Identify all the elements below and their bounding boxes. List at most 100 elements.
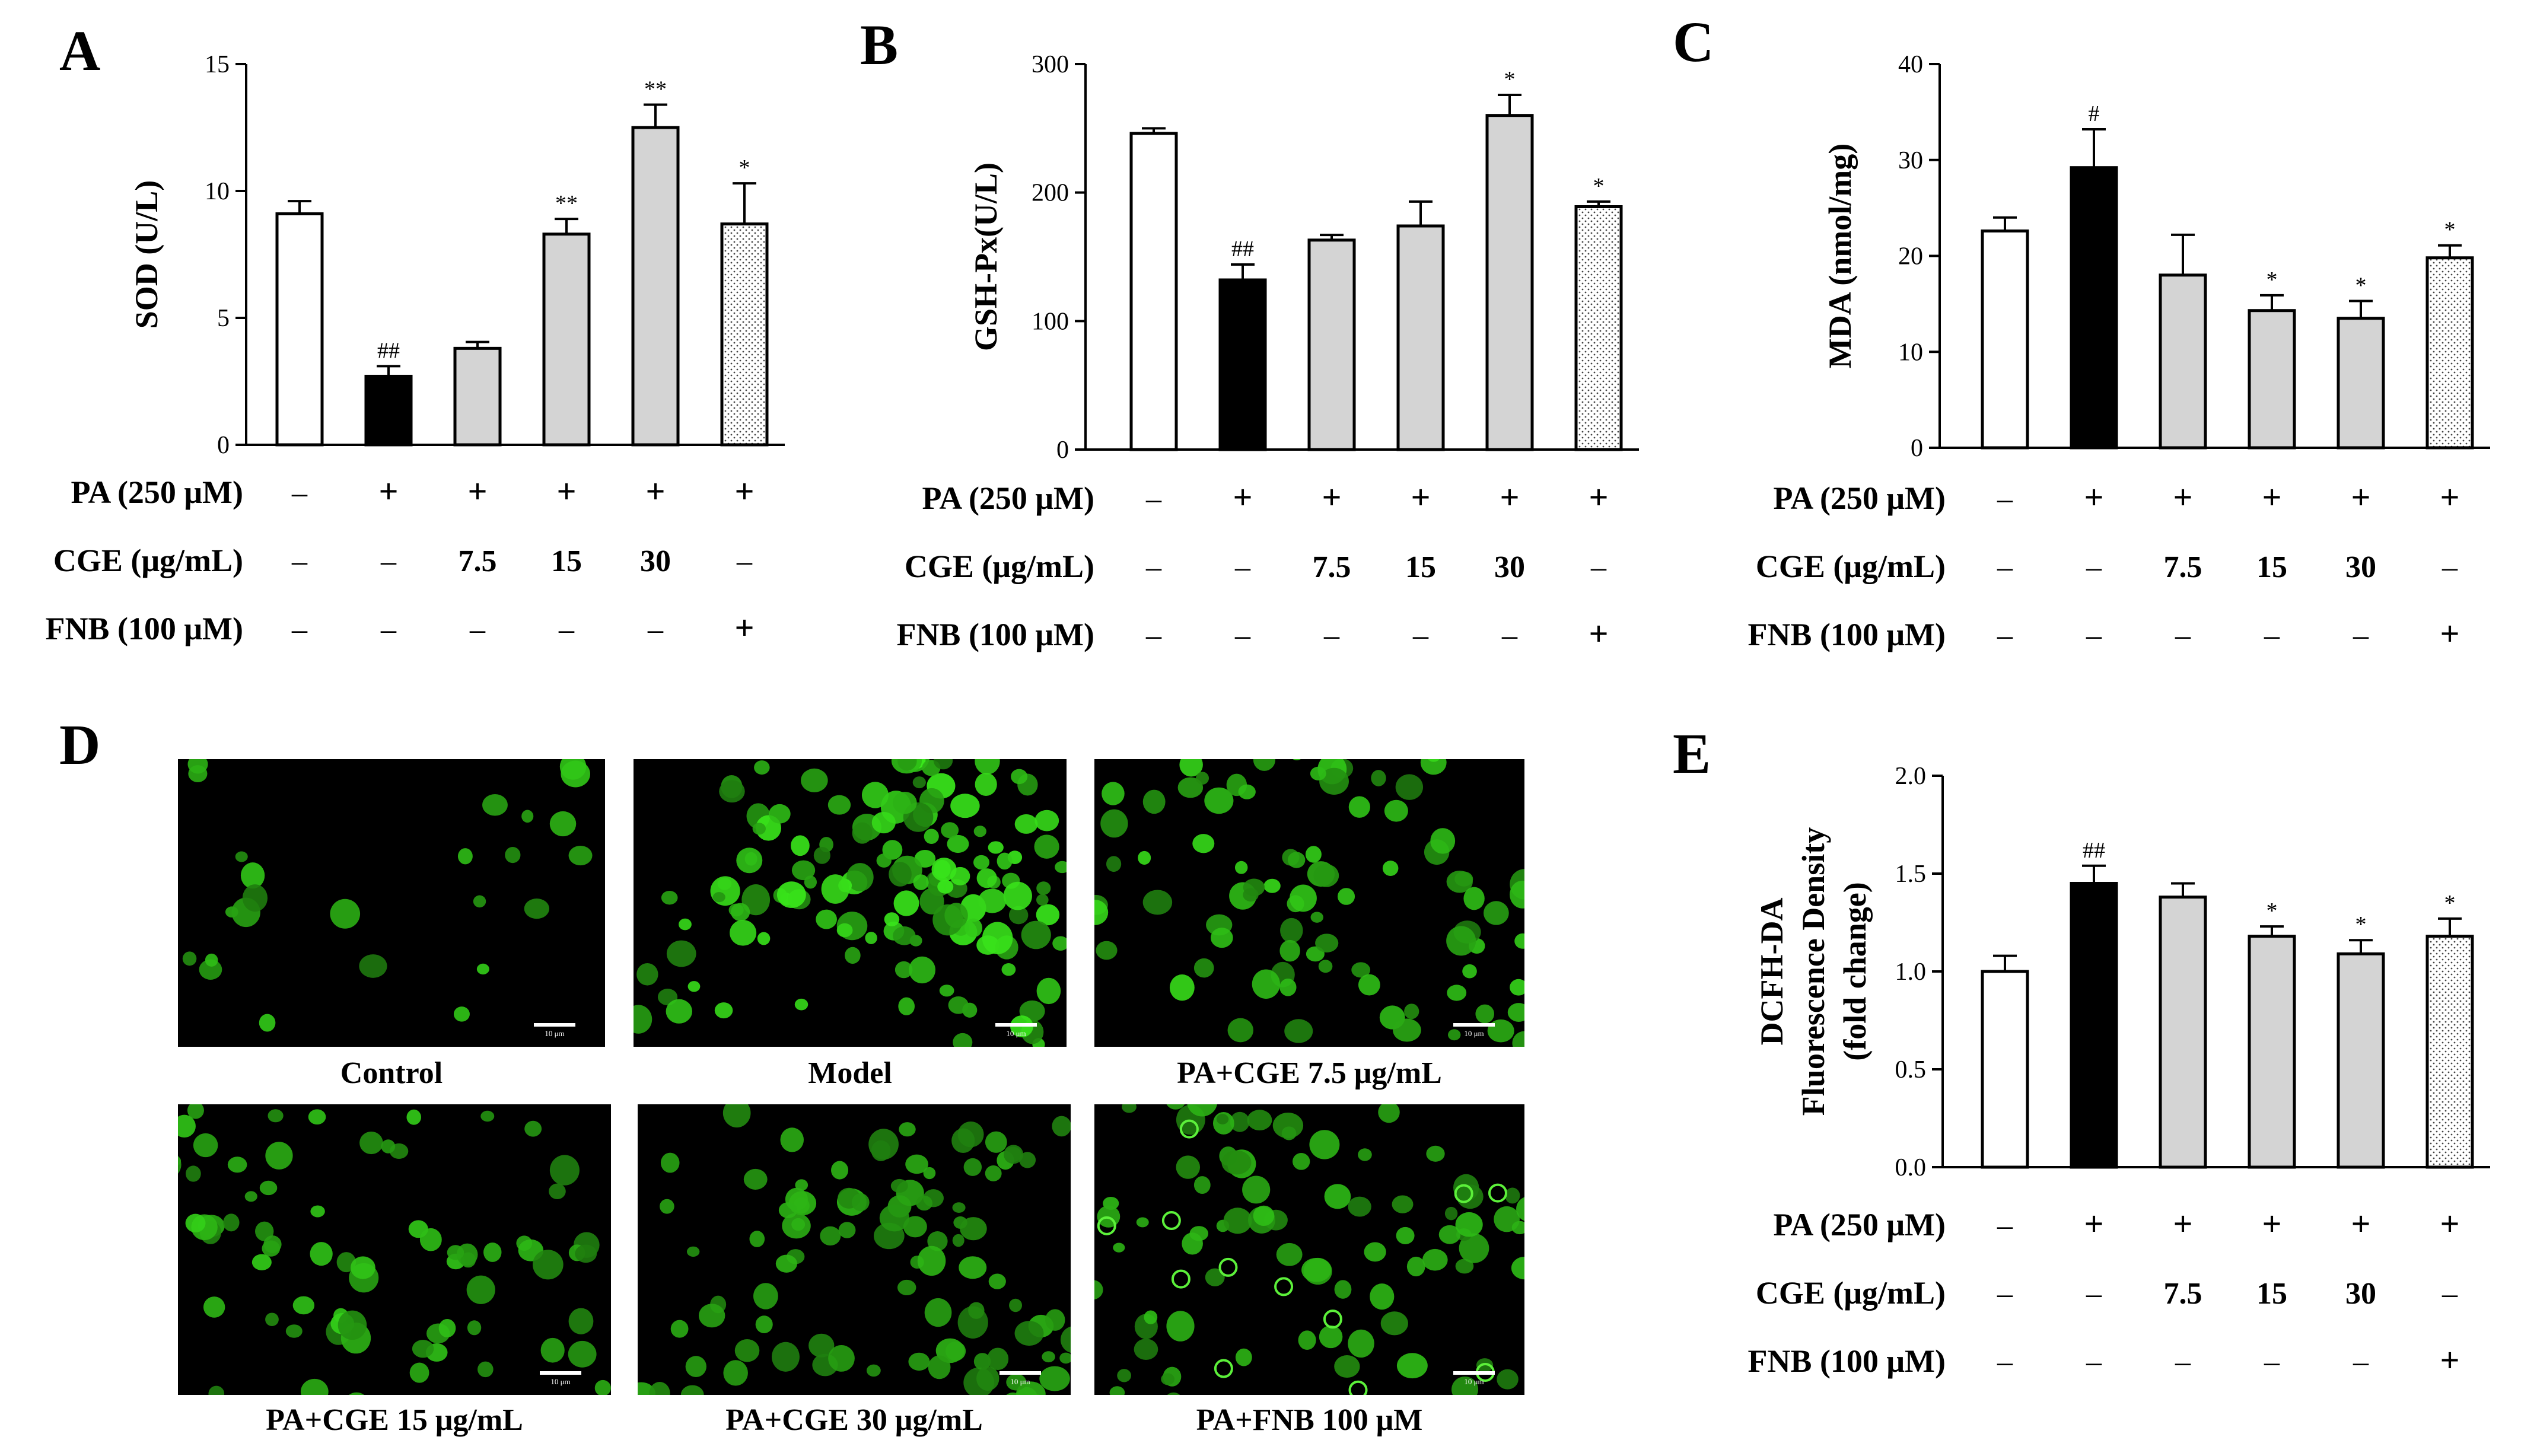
cell: [594, 1379, 611, 1395]
cell: [1293, 759, 1301, 760]
treatment-row-label: FNB (100 μM): [896, 617, 1094, 652]
panel-letter-a: A: [59, 19, 101, 82]
cell: [1505, 1187, 1520, 1204]
bar: [2337, 952, 2385, 1169]
cell: [679, 918, 692, 931]
cell: [1281, 1126, 1297, 1140]
cell: [1315, 934, 1339, 952]
cell: [944, 903, 968, 928]
treatment-row-label: FNB (100 μM): [1747, 1343, 1946, 1379]
treatment-cell: –: [1997, 550, 2013, 584]
treatment-cell: –: [2264, 619, 2280, 652]
treatment-cell: –: [1997, 482, 2013, 516]
significance-mark: *: [2444, 891, 2456, 916]
cell: [568, 1340, 597, 1368]
cell: [928, 1355, 951, 1379]
treatment-row-label: FNB (100 μM): [45, 611, 243, 646]
cell: [775, 1254, 797, 1273]
treatment-cell: +: [734, 608, 754, 647]
cell: [1238, 784, 1256, 799]
cell: [1060, 1326, 1071, 1353]
cell: [1514, 933, 1524, 949]
cell: [1227, 1018, 1254, 1043]
cell: [821, 874, 849, 904]
significance-mark: ##: [2083, 838, 2105, 863]
treatment-cell: –: [2175, 1345, 2191, 1379]
cell: [778, 1202, 798, 1219]
bar: [1307, 238, 1356, 451]
cell: [846, 863, 874, 891]
cell: [438, 1318, 456, 1338]
treatment-cell: +: [1411, 478, 1430, 517]
treatment-cell: –: [380, 544, 397, 578]
y-tick-label: 5: [217, 305, 230, 332]
cell: [1142, 890, 1173, 915]
cell: [845, 947, 861, 964]
cell: [1406, 1256, 1425, 1277]
cell: [871, 1140, 891, 1161]
cell: [1100, 809, 1128, 838]
cell: [1305, 846, 1322, 863]
cell: [754, 760, 770, 775]
cell: [670, 1320, 689, 1338]
cell: [1142, 789, 1166, 814]
cell: [1223, 1208, 1252, 1234]
cell: [1396, 1226, 1415, 1244]
cell: [1463, 887, 1485, 910]
treatment-cell: 7.5: [459, 544, 497, 578]
cell: [1221, 1150, 1252, 1175]
cell: [997, 852, 1013, 870]
cell: [1279, 978, 1297, 996]
cell: [1243, 888, 1259, 902]
treatment-cell: –: [2175, 619, 2191, 652]
cell: [939, 985, 954, 997]
cell: [524, 899, 550, 919]
cell: [1512, 1031, 1524, 1047]
cell: [524, 1120, 542, 1137]
panel-letter-c: C: [1673, 10, 1714, 74]
cell: [1396, 1353, 1428, 1379]
cell: [951, 1128, 975, 1154]
cell: [478, 1361, 494, 1378]
cell: [549, 1183, 566, 1199]
cell: [300, 1378, 329, 1395]
cell: [722, 1104, 751, 1128]
cell: [666, 940, 696, 967]
image-background: [638, 1104, 1071, 1395]
cell: [187, 1104, 204, 1119]
cell: [1348, 1329, 1374, 1358]
cell: [734, 1339, 760, 1362]
y-axis-label: MDA (nmol/mg): [1822, 144, 1858, 368]
cell: [1192, 834, 1215, 853]
cell: [1378, 1104, 1400, 1123]
cell: [1008, 906, 1029, 925]
micrograph-control: 10 μm: [178, 759, 605, 1047]
micrograph-caption: Control: [340, 1056, 443, 1090]
scale-bar: [995, 1023, 1037, 1027]
cell: [466, 1275, 495, 1304]
cell: [973, 826, 986, 837]
cell: [480, 1110, 495, 1122]
treatment-cell: –: [291, 544, 308, 578]
cell: [419, 1228, 442, 1251]
cell: [1052, 1116, 1071, 1137]
cell: [406, 1109, 422, 1125]
treatment-cell: 30: [2345, 550, 2376, 584]
scale-bar-label: 10 μm: [1464, 1377, 1484, 1386]
cell: [310, 1242, 333, 1266]
treatment-cell: –: [736, 544, 753, 578]
cell: [1334, 1355, 1360, 1378]
micrograph-caption: PA+CGE 7.5 μg/mL: [1177, 1056, 1442, 1090]
bar: [275, 212, 324, 447]
treatment-row-label: PA (250 μM): [1773, 480, 1946, 516]
micrograph-caption: Model: [808, 1056, 892, 1090]
scale-bar-label: 10 μm: [550, 1377, 570, 1386]
cell: [827, 795, 851, 815]
treatment-cell: –: [558, 613, 575, 646]
bright-cell: [1454, 1184, 1473, 1203]
significance-mark: *: [2267, 267, 2278, 292]
cell: [1189, 1226, 1208, 1241]
treatment-row-label: PA (250 μM): [1773, 1207, 1946, 1242]
treatment-cell: +: [2173, 1205, 2192, 1243]
y-tick-label: 0: [217, 432, 230, 459]
